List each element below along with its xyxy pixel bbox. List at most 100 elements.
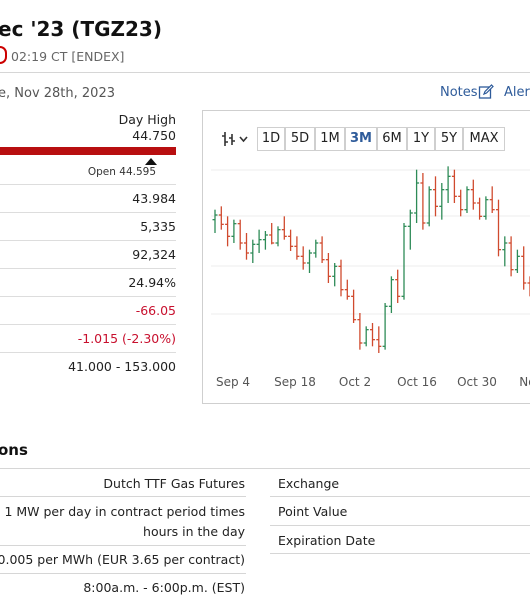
ohlc-bar — [281, 216, 287, 240]
ohlc-bar — [370, 323, 375, 347]
stat-value: 92,324 — [132, 247, 176, 262]
ohlc-bar — [250, 239, 256, 263]
ohlc-bar — [256, 229, 262, 253]
ohlc-bar — [508, 236, 514, 277]
open-price-label: Open 44.595 — [87, 166, 156, 178]
stat-value: 5,335 — [140, 219, 176, 234]
ohlc-bar — [489, 186, 495, 213]
spec-value-hours: 8:00a.m. - 6:00p.m. (EST) — [83, 580, 245, 595]
x-tick-label: Oct 30 — [457, 375, 497, 389]
ohlc-bar — [464, 186, 470, 213]
spec-divider — [0, 545, 246, 546]
ohlc-bar — [433, 176, 438, 217]
x-tick-label: Nov — [519, 375, 530, 389]
ohlc-bar — [294, 236, 300, 260]
range-6m-button[interactable]: 6M — [377, 127, 407, 151]
stat-row: 24.94% — [0, 268, 176, 297]
ohlc-bar — [237, 219, 243, 250]
spec-divider — [270, 553, 530, 554]
x-tick-label: Sep 4 — [216, 375, 250, 389]
ohlc-bar — [218, 206, 224, 230]
x-tick-label: Oct 2 — [339, 375, 371, 389]
range-5d-button[interactable]: 5D — [285, 127, 315, 151]
ohlc-bar — [344, 279, 350, 300]
ohlc-bar — [313, 239, 319, 258]
spec-divider — [270, 525, 530, 526]
header-divider — [0, 72, 530, 73]
day-high-value: 44.750 — [132, 128, 176, 143]
ohlc-bar — [496, 199, 501, 257]
specs-divider — [0, 468, 530, 469]
spec-divider — [0, 496, 246, 497]
ohlc-bar — [376, 326, 382, 353]
range-1y-button[interactable]: 1Y — [407, 127, 435, 151]
ohlc-bar — [262, 231, 268, 250]
ohlc-bar — [458, 189, 464, 217]
ohlc-bar — [439, 183, 445, 220]
stat-value: 24.94% — [128, 275, 176, 290]
quote-time: 02:19 CT [ENDEX] — [11, 49, 125, 64]
x-tick-label: Oct 16 — [397, 375, 437, 389]
range-1d-button[interactable]: 1D — [257, 127, 285, 151]
stat-value: -66.05 — [135, 303, 176, 318]
spec-value-size: 1 MW per day in contract period times — [4, 504, 245, 519]
x-tick-label: Sep 18 — [274, 375, 316, 389]
ohlc-bar — [477, 197, 483, 220]
spec-value-tick: 0.005 per MWh (EUR 3.65 per contract) — [0, 552, 245, 567]
ohlc-bar — [382, 303, 388, 350]
ohlc-bar — [288, 229, 294, 251]
spec-value-size-cont: hours in the day — [143, 524, 245, 539]
ohlc-bar — [514, 249, 520, 273]
ohlc-bar — [307, 249, 312, 273]
spec-label-point-value: Point Value — [278, 504, 348, 519]
ohlc-bar — [407, 209, 413, 250]
ohlc-bar — [300, 246, 306, 270]
range-1m-button[interactable]: 1M — [315, 127, 345, 151]
ohlc-bar — [395, 269, 401, 303]
range-max-button[interactable]: MAX — [463, 127, 505, 151]
spec-label-exchange: Exchange — [278, 476, 340, 491]
spec-divider — [0, 573, 246, 574]
stat-value: 41.000 - 153.000 — [68, 359, 176, 374]
ohlc-bar — [225, 216, 231, 247]
day-range-bar — [0, 147, 176, 155]
ohlc-bar — [445, 166, 451, 203]
ohlc-bar — [332, 263, 338, 287]
ohlc-bar — [351, 289, 357, 323]
price-chart-panel: 1D 5D 1M 3M 6M 1Y 5Y MAX Sep 4 Sep 18 Oct … — [202, 110, 530, 404]
ohlc-bar — [319, 236, 325, 263]
ohlc-bar — [338, 259, 344, 297]
range-5y-button[interactable]: 5Y — [435, 127, 463, 151]
stat-row: 41.000 - 153.000 — [0, 352, 176, 381]
ohlc-bar — [420, 173, 426, 230]
ohlc-bar — [388, 276, 394, 313]
stat-value: -1.015 (-2.30%) — [77, 331, 176, 346]
ohlc-bar — [521, 246, 527, 290]
range-3m-button[interactable]: 3M — [345, 127, 377, 151]
notes-link[interactable]: Notes — [440, 85, 478, 100]
alerts-link[interactable]: Alert — [504, 85, 530, 100]
day-high-label: Day High — [118, 112, 176, 127]
ohlc-bar — [483, 196, 489, 220]
stat-value: 43.984 — [132, 191, 176, 206]
stat-row: -66.05 — [0, 296, 176, 325]
ohlc-bar — [244, 233, 249, 260]
stat-row: 43.984 — [0, 184, 176, 213]
chart-type-icon[interactable] — [221, 129, 251, 149]
quote-date: e, Nov 28th, 2023 — [0, 86, 115, 101]
stat-row: -1.015 (-2.30%) — [0, 324, 176, 353]
ohlc-bar — [325, 253, 331, 283]
specifications-title: ons — [0, 441, 28, 459]
ohlc-bar — [470, 179, 476, 210]
stat-row: 92,324 — [0, 240, 176, 269]
ohlc-chart[interactable]: Sep 4 Sep 18 Oct 2 Oct 16 Oct 30 Nov — [203, 111, 530, 403]
market-status-icon — [0, 46, 7, 64]
ohlc-bar — [212, 209, 218, 233]
ohlc-bar — [451, 169, 457, 203]
spec-divider — [270, 496, 530, 497]
ohlc-bar — [401, 223, 407, 300]
notes-edit-icon[interactable] — [478, 84, 494, 100]
quote-time-line: 02:19 CT [ENDEX] — [0, 46, 124, 64]
ohlc-bar — [502, 236, 508, 267]
ohlc-bar — [275, 226, 281, 247]
